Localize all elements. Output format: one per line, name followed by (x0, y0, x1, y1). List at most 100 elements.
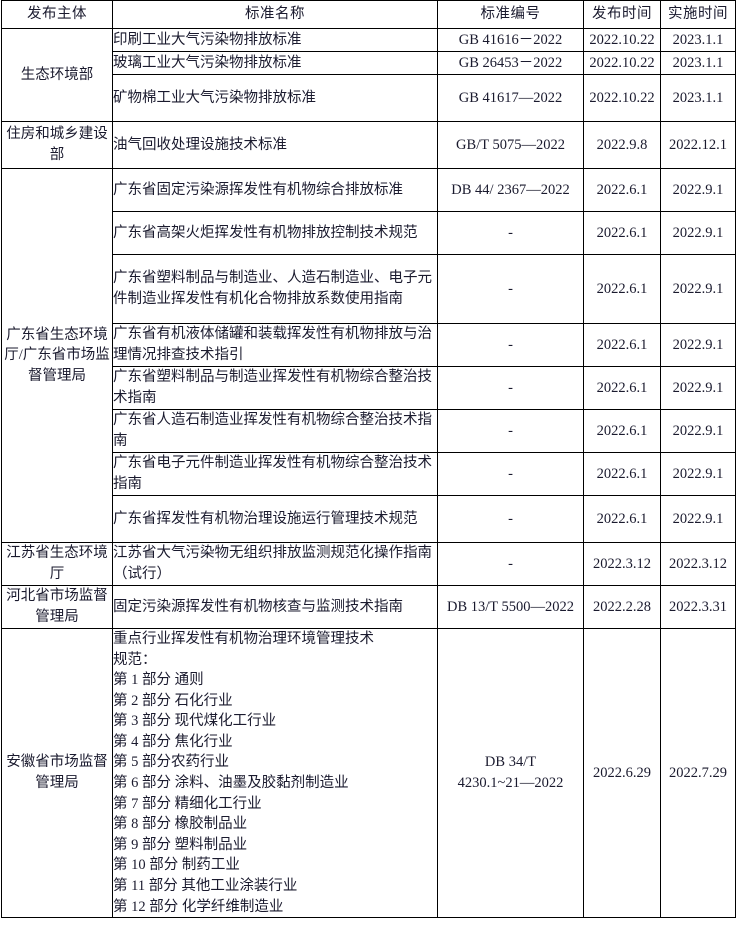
text-line: 4230.1~21—2022 (457, 775, 564, 792)
effective-date: 2023.1.1 (660, 74, 736, 122)
table-row: 广东省挥发性有机物治理设施运行管理技术规范 - 2022.6.1 2022.9.… (2, 495, 736, 543)
effective-date: 2022.12.1 (660, 121, 736, 169)
issue-date: 2022.6.1 (583, 211, 661, 255)
table-row: 广东省生态环境厅/广东省市场监督管理局 广东省固定污染源挥发性有机物综合排放标准… (1, 168, 736, 543)
standard-name: 广东省固定污染源挥发性有机物综合排放标准 (112, 168, 438, 212)
text-line: 第 12 部分 化学纤维制造业 (113, 898, 284, 915)
standard-number: - (437, 254, 584, 324)
standard-name: 玻璃工业大气污染物排放标准 (112, 51, 438, 75)
text-line: 规范： (113, 651, 157, 668)
table-row: 广东省高架火炬挥发性有机物排放控制技术规范 - 2022.6.1 2022.9.… (2, 211, 736, 255)
standard-name: 广东省挥发性有机物治理设施运行管理技术规范 (112, 495, 438, 543)
table-row: 生态环境部 印刷工业大气污染物排放标准 GB 41616－2022 2022.1… (1, 28, 736, 122)
effective-date: 2022.9.1 (660, 211, 736, 255)
text-line: DB 34/T (484, 754, 537, 771)
effective-date: 2022.9.1 (660, 495, 736, 543)
standard-name: 固定污染源挥发性有机物核查与监测技术指南 (112, 585, 438, 629)
issue-date: 2022.6.29 (583, 627, 661, 919)
issue-date: 2022.9.8 (583, 121, 661, 169)
text-line: 第 3 部分 现代煤化工行业 (113, 713, 277, 730)
issue-date: 2022.10.22 (583, 74, 661, 122)
text-line: 第 7 部分 精细化工行业 (113, 795, 262, 812)
table-row: 矿物棉工业大气污染物排放标准 GB 41617—2022 2022.10.22 … (2, 74, 736, 122)
issue-date: 2022.6.1 (583, 409, 661, 453)
standard-name-multiline: 重点行业挥发性有机物治理环境管理技术 规范： 第 1 部分 通则第 2 部分 石化行… (112, 627, 438, 919)
column-header-effective: 实施时间 (660, 0, 736, 29)
table-row: 河北省市场监督管理局 固定污染源挥发性有机物核查与监测技术指南 DB 13/T … (1, 585, 736, 629)
table-row: 广东省塑料制品与制造业、人造石制造业、电子元件制造业挥发性有机化合物排放系数使用… (2, 254, 736, 324)
standard-number-multiline: DB 34/T 4230.1~21—2022 (437, 627, 584, 919)
effective-date: 2022.9.1 (660, 409, 736, 453)
standard-number: - (437, 323, 584, 367)
column-header-issued: 发布时间 (583, 0, 661, 29)
text-line: 第 6 部分 涂料、油墨及胶黏剂制造业 (113, 775, 349, 792)
effective-date: 2023.1.1 (660, 51, 736, 75)
standard-number: - (437, 211, 584, 255)
text-line: 第 10 部分 制药工业 (113, 857, 240, 874)
table-header-row: 发布主体 标准名称 标准编号 发布时间 实施时间 (1, 0, 736, 29)
text-line: 第 9 部分 塑料制品业 (113, 836, 248, 853)
standard-number: DB 13/T 5500—2022 (437, 585, 584, 629)
column-header-name: 标准名称 (112, 0, 438, 29)
standard-number: GB 41617—2022 (437, 74, 584, 122)
issue-date: 2022.6.1 (583, 323, 661, 367)
standard-name: 广东省高架火炬挥发性有机物排放控制技术规范 (112, 211, 438, 255)
standard-number: - (437, 409, 584, 453)
effective-date: 2022.7.29 (660, 627, 736, 919)
standard-number: - (437, 452, 584, 496)
standard-name: 江苏省大气污染物无组织排放监测规范化操作指南（试行） (112, 542, 438, 586)
publisher-cell: 江苏省生态环境厅 (1, 542, 113, 586)
effective-date: 2022.9.1 (660, 366, 736, 410)
text-line: 第 5 部分农药行业 (113, 754, 229, 771)
standard-name: 广东省塑料制品与制造业、人造石制造业、电子元件制造业挥发性有机化合物排放系数使用… (112, 254, 438, 324)
issue-date: 2022.10.22 (583, 28, 661, 52)
standard-name: 广东省有机液体储罐和装载挥发性有机物排放与治理情况排查技术指引 (112, 323, 438, 367)
publisher-cell: 河北省市场监督管理局 (1, 585, 113, 629)
standard-number: - (437, 542, 584, 586)
publisher-cell: 广东省生态环境厅/广东省市场监督管理局 (1, 168, 113, 543)
text-line: 第 1 部分 通则 (113, 672, 204, 689)
table-row: 住房和城乡建设部 油气回收处理设施技术标准 GB/T 5075—2022 202… (1, 121, 736, 169)
text-line: 重点行业挥发性有机物治理环境管理技术 (113, 631, 374, 647)
table-row: 广东省有机液体储罐和装载挥发性有机物排放与治理情况排查技术指引 - 2022.6… (2, 323, 736, 367)
table-row: 江苏省生态环境厅 江苏省大气污染物无组织排放监测规范化操作指南（试行） - 20… (1, 542, 736, 586)
issue-date: 2022.10.22 (583, 51, 661, 75)
effective-date: 2022.9.1 (660, 452, 736, 496)
standard-number: DB 44/ 2367—2022 (437, 168, 584, 212)
table-row: 安徽省市场监督管理局 重点行业挥发性有机物治理环境管理技术 规范： 第 1 部分 通… (1, 627, 736, 919)
effective-date: 2022.3.12 (660, 542, 736, 586)
standard-name: 矿物棉工业大气污染物排放标准 (112, 74, 438, 122)
effective-date: 2022.3.31 (660, 585, 736, 629)
column-header-number: 标准编号 (437, 0, 584, 29)
text-line: 第 2 部分 石化行业 (113, 692, 233, 709)
standard-name: 广东省电子元件制造业挥发性有机物综合整治技术指南 (112, 452, 438, 496)
text-line: 第 11 部分 其他工业涂装行业 (113, 877, 298, 894)
issue-date: 2022.6.1 (583, 366, 661, 410)
standard-name: 油气回收处理设施技术标准 (112, 121, 438, 169)
publisher-cell: 住房和城乡建设部 (1, 121, 113, 169)
effective-date: 2022.9.1 (660, 168, 736, 212)
standard-name: 印刷工业大气污染物排放标准 (112, 28, 438, 52)
effective-date: 2023.1.1 (660, 28, 736, 52)
effective-date: 2022.9.1 (660, 254, 736, 324)
standard-number: - (437, 366, 584, 410)
table-row: 玻璃工业大气污染物排放标准 GB 26453－2022 2022.10.22 2… (2, 51, 736, 75)
issue-date: 2022.6.1 (583, 495, 661, 543)
column-header-publisher: 发布主体 (1, 0, 113, 29)
table-row: 广东省人造石制造业挥发性有机物综合整治技术指南 - 2022.6.1 2022.… (2, 409, 736, 453)
issue-date: 2022.6.1 (583, 254, 661, 324)
issue-date: 2022.6.1 (583, 168, 661, 212)
issue-date: 2022.2.28 (583, 585, 661, 629)
standard-number: - (437, 495, 584, 543)
publisher-cell: 安徽省市场监督管理局 (1, 627, 113, 919)
text-line: 第 4 部分 焦化行业 (113, 733, 233, 750)
publisher-cell: 生态环境部 (1, 28, 113, 122)
standard-number: GB 41616－2022 (437, 28, 584, 52)
issue-date: 2022.3.12 (583, 542, 661, 586)
effective-date: 2022.9.1 (660, 323, 736, 367)
issue-date: 2022.6.1 (583, 452, 661, 496)
standard-number: GB 26453－2022 (437, 51, 584, 75)
standard-number: GB/T 5075—2022 (437, 121, 584, 169)
standard-name: 广东省塑料制品与制造业挥发性有机物综合整治技术指南 (112, 366, 438, 410)
